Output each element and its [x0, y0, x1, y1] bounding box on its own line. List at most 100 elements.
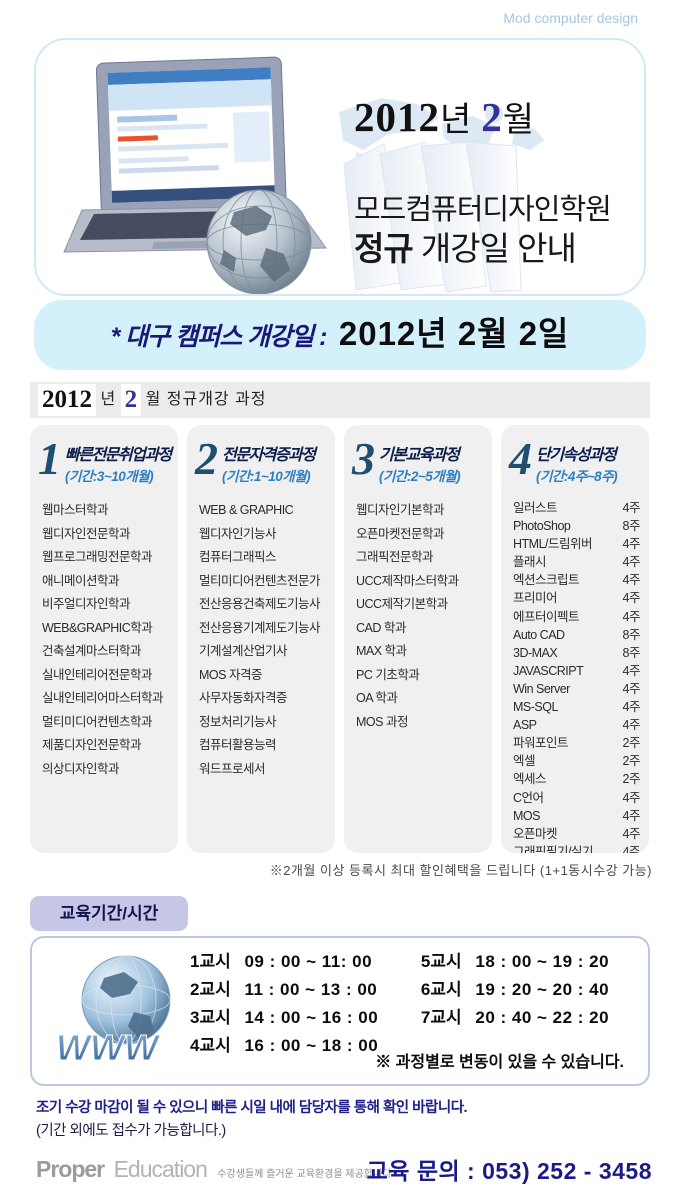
- course-item: 실내인테리어전문학과: [42, 667, 153, 682]
- www-globe-illustration: WWW: [56, 955, 171, 1069]
- course-item: 애니메이션학과: [42, 573, 120, 588]
- academy-name: 모드컴퓨터디자인학원: [354, 194, 612, 226]
- course-duration: 8주: [622, 627, 641, 642]
- schedule-box: WWW 1교시 09 : 00 ~ 11: 00 5교시 18 : 00 ~ 1…: [30, 936, 650, 1086]
- course-name: 플래시: [513, 555, 547, 570]
- hero-month-suffix: 월: [502, 101, 535, 139]
- logo-tagline: 수강생들께 즐거운 교육환경을 제공합니다: [217, 1169, 392, 1180]
- laptop-globe-illustration: [63, 56, 544, 294]
- column-number: 3: [352, 433, 375, 484]
- column-title: 기본교육과정: [379, 447, 460, 464]
- column-short-intensive: 4 단기속성과정 (기간:4주~8주) 일러스트 4주 PhotoShop 8주: [501, 425, 649, 853]
- period-time: 20 : 40 ~ 22 : 20: [475, 1008, 610, 1027]
- course-item: UCC제작기본학과: [356, 597, 448, 611]
- period-time: 14 : 00 ~ 16 : 00: [244, 1008, 379, 1027]
- discount-note: ※2개월 이상 등록시 최대 할인혜택을 드립니다 (1+1동시수강 가능): [269, 863, 652, 878]
- course-list: 웹디자인기본학과 오픈마켓전문학과 그래픽전문학과 UCC제작마스터학과 UCC제작기본…: [344, 499, 492, 734]
- course-item: 그래픽필기/실기 4주: [501, 843, 649, 853]
- course-item: 사무자동화자격증: [199, 691, 288, 705]
- course-item: WEB & GRAPHIC: [199, 503, 294, 517]
- course-item: 제품디자인전문학과: [42, 738, 142, 752]
- schedule-rows: 1교시 09 : 00 ~ 11: 00 5교시 18 : 00 ~ 19 : …: [190, 948, 647, 1060]
- course-item: 웹디자인기본학과: [356, 503, 445, 517]
- course-name: 파워포인트: [513, 736, 569, 751]
- course-item: 엑셀 2주: [501, 752, 649, 770]
- course-item: Auto CAD 8주: [501, 626, 649, 644]
- course-duration: 4주: [622, 663, 641, 678]
- period-label: 1교시: [190, 952, 231, 971]
- course-item: 컴퓨터활용능력: [199, 738, 277, 752]
- period-time: 18 : 00 ~ 19 : 20: [475, 952, 610, 971]
- period-time: 19 : 20 ~ 20 : 40: [475, 980, 610, 999]
- course-name: 3D-MAX: [513, 645, 558, 660]
- course-item: WEB&GRAPHIC학과: [42, 620, 153, 635]
- period-label: 2교시: [190, 980, 231, 999]
- course-item: 전산응용건축제도기능사: [199, 597, 321, 611]
- hero-box: 2012년 2월 모드컴퓨터디자인학원 정규 개강일 안내: [34, 38, 646, 296]
- course-item: 실내인테리어마스터학과: [42, 691, 164, 705]
- course-item: 엑션스크립트 4주: [501, 571, 649, 589]
- course-item: 멀티미디어컨텐츠학과: [42, 714, 153, 729]
- course-duration: 4주: [622, 555, 641, 570]
- course-duration: 4주: [622, 700, 641, 715]
- course-item: 웹프로그래밍전문학과: [42, 550, 153, 564]
- course-item: 오픈마켓전문학과: [356, 526, 445, 541]
- www-letters: WWW: [56, 1027, 161, 1068]
- column-period: (기간:1~10개월): [222, 469, 311, 484]
- course-item: 파워포인트 2주: [501, 734, 649, 752]
- course-duration: 4주: [622, 790, 641, 805]
- hero-year-suffix: 년: [440, 101, 472, 139]
- period-time: 09 : 00 ~ 11: 00: [244, 952, 373, 971]
- course-duration: 2주: [622, 754, 641, 769]
- column-certificate: 2 전문자격증과정 (기간:1~10개월) WEB & GRAPHIC 웹디자인기…: [187, 425, 335, 853]
- schedule-row: 2교시 11 : 00 ~ 13 : 00 6교시 19 : 20 ~ 20 :…: [190, 976, 647, 1004]
- course-item: Win Server 4주: [501, 680, 649, 698]
- course-item: 기계설계산업기사: [199, 644, 288, 658]
- course-name: 프리미어: [513, 591, 558, 606]
- course-item: 컴퓨터그래픽스: [199, 550, 277, 564]
- schedule-section-label: 교육기간/시간: [30, 896, 188, 931]
- course-duration: 4주: [622, 609, 641, 624]
- contact-phone: 교육 문의 : 053) 252 - 3458: [366, 1158, 652, 1184]
- course-item: 의상디자인학과: [42, 761, 120, 776]
- course-item: MS-SQL 4주: [501, 698, 649, 716]
- logo-bold-text: Proper: [36, 1156, 105, 1182]
- column-basic-education: 3 기본교육과정 (기간:2~5개월) 웹디자인기본학과 오픈마켓전문학과 그래픽전…: [344, 425, 492, 853]
- course-duration: 4주: [622, 808, 641, 823]
- period-time: 16 : 00 ~ 18 : 00: [244, 1036, 379, 1055]
- course-name: MOS: [513, 808, 540, 823]
- course-item: C언어 4주: [501, 789, 649, 807]
- course-item: HTML/드림위버 4주: [501, 535, 649, 553]
- hero-subtitle-rest: 개강일 안내: [412, 230, 577, 267]
- course-duration: 4주: [622, 844, 641, 853]
- course-item: 정보처리기능사: [199, 714, 277, 729]
- section-rest: 월 정규개강 과정: [145, 391, 267, 408]
- course-name: JAVASCRIPT: [513, 663, 584, 678]
- course-name: PhotoShop: [513, 519, 571, 534]
- course-item: 3D-MAX 8주: [501, 644, 649, 662]
- course-item: 워드프로세서: [199, 761, 266, 776]
- column-header: 3 기본교육과정 (기간:2~5개월): [344, 425, 492, 491]
- course-name: 오픈마켓: [513, 826, 558, 841]
- course-item: 오픈마켓 4주: [501, 825, 649, 843]
- course-duration: 2주: [622, 772, 641, 787]
- column-header: 2 전문자격증과정 (기간:1~10개월): [187, 425, 335, 491]
- hero-date: 2012년 2월: [354, 92, 534, 141]
- course-name: 엑션스크립트: [513, 573, 580, 588]
- period-label: 6교시: [420, 980, 462, 999]
- column-title: 빠른전문취업과정: [65, 447, 172, 464]
- course-duration: 4주: [622, 681, 641, 696]
- course-item: MOS 과정: [356, 714, 408, 729]
- laptop-screen: [95, 56, 287, 214]
- logo-light-text: Education: [113, 1156, 208, 1182]
- course-item: CAD 학과: [356, 620, 406, 635]
- course-item: 엑세스 2주: [501, 770, 649, 788]
- hero-subtitle: 정규 개강일 안내: [354, 222, 577, 270]
- schedule-row: 3교시 14 : 00 ~ 16 : 00 7교시 20 : 40 ~ 22 :…: [190, 1004, 647, 1032]
- course-list: 일러스트 4주 PhotoShop 8주 HTML/드림위버 4주 플: [501, 499, 649, 853]
- registration-notice: (기간 외에도 접수가 가능합니다.): [36, 1123, 226, 1139]
- column-number: 2: [195, 433, 218, 484]
- course-item: PC 기초학과: [356, 667, 420, 682]
- hero-year: 2012: [354, 94, 440, 140]
- column-header: 4 단기속성과정 (기간:4주~8주): [501, 425, 649, 491]
